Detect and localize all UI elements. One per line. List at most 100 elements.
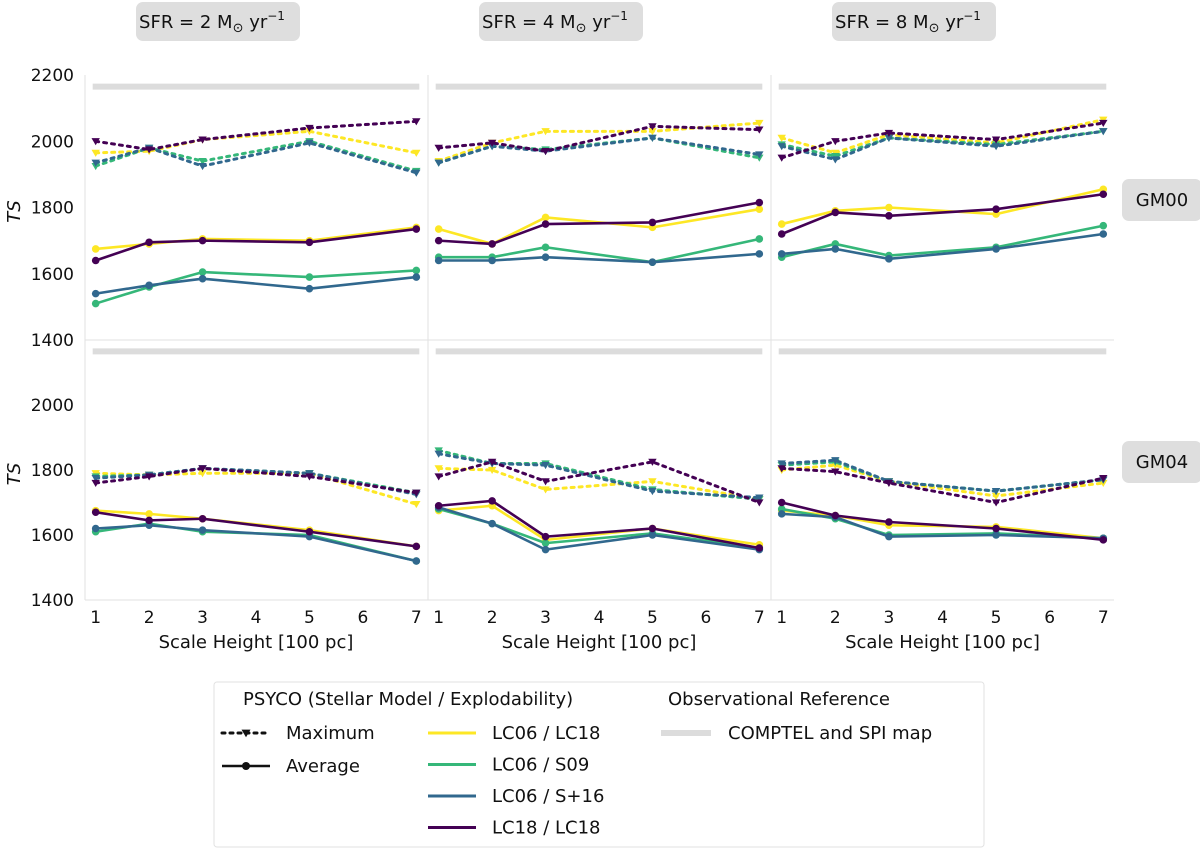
avg-point (541, 253, 550, 261)
avg-point (145, 238, 153, 247)
avg-point (541, 532, 550, 541)
max-point (648, 478, 657, 486)
max-point (487, 466, 497, 474)
row-header-badge (1122, 441, 1200, 483)
max-point (831, 138, 840, 146)
column-header-1: SFR = 2 M⊙ yr−1 (136, 2, 300, 41)
series-lc06-s-16-average (434, 503, 764, 554)
avg-line (95, 275, 417, 295)
row-header-gm04: GM04 (1122, 441, 1200, 483)
row-header-label: GM00 (1136, 190, 1188, 211)
max-point (412, 149, 421, 157)
max-point (831, 156, 840, 164)
avg-point (305, 273, 314, 281)
max-point (1099, 119, 1108, 128)
series-lc06-s-16-maximum (91, 465, 421, 499)
avg-line (95, 523, 417, 563)
series-lc18-lc18-average (777, 498, 1108, 544)
x-axis-label: Scale Height [100 pc] (502, 632, 697, 653)
max-point (487, 139, 497, 147)
legend-avg-marker (242, 762, 250, 770)
max-point (777, 460, 786, 468)
legend-item-lc18-lc18: LC18 / LC18 (428, 818, 601, 839)
max-point (991, 143, 1001, 151)
avg-point (434, 236, 443, 245)
max-point (91, 479, 100, 487)
avg-point (488, 240, 496, 248)
series-lc06-lc18-average (91, 223, 421, 253)
legend-group2-title: Observational Reference (668, 689, 890, 710)
avg-point (755, 250, 764, 258)
max-point (831, 468, 840, 476)
max-point (884, 479, 894, 487)
avg-point (91, 508, 100, 517)
panels (91, 83, 1108, 565)
avg-point (992, 245, 1000, 253)
avg-point (145, 281, 153, 290)
series-lc18-lc18-maximum (434, 458, 764, 507)
max-line (437, 460, 761, 504)
legend-label: Average (286, 756, 360, 777)
max-point (412, 169, 421, 177)
max-point (777, 154, 786, 162)
max-point (487, 458, 497, 466)
column-header-badge (832, 2, 996, 41)
max-point (1099, 474, 1108, 483)
row-header-badge (1122, 179, 1200, 221)
x-tick-label: 5 (991, 608, 1002, 628)
max-point (755, 499, 764, 507)
avg-point (488, 519, 496, 528)
axes: 1400 1600 1800 2000 2200 1400 1600 1800 2000 TS TS… (4, 66, 1114, 653)
max-point (198, 136, 207, 144)
avg-line (438, 207, 760, 246)
avg-point (648, 531, 657, 539)
max-point (412, 118, 421, 126)
avg-point (488, 256, 496, 265)
max-point (755, 151, 764, 159)
y-tick-label: 1600 (31, 265, 74, 285)
column-header-label: SFR = 2 M⊙ yr−1 (139, 9, 285, 36)
series-lc06-s-16-average (434, 250, 764, 266)
y-tick-label: 2200 (31, 66, 74, 86)
avg-point (91, 524, 100, 533)
series-lc06-s-16-maximum (777, 128, 1108, 164)
avg-line (95, 510, 417, 548)
max-point (412, 489, 421, 497)
y-tick-label: 1400 (31, 591, 74, 611)
max-point (648, 458, 657, 466)
x-tick-label: 7 (754, 608, 765, 628)
avg-point (91, 245, 100, 253)
avg-point (1099, 190, 1108, 199)
column-header-badge (479, 2, 643, 41)
max-point (831, 457, 840, 465)
max-point (755, 494, 764, 502)
max-point (777, 465, 786, 473)
avg-point (1099, 536, 1108, 544)
avg-point (755, 198, 764, 207)
max-point (648, 487, 657, 496)
max-point (434, 144, 443, 152)
series-lc18-lc18-average (777, 190, 1108, 238)
avg-point (648, 258, 657, 266)
avg-point (1099, 221, 1108, 230)
legend-item-lc06-lc18: LC06 / LC18 (428, 723, 601, 744)
avg-point (648, 524, 657, 533)
avg-line (781, 188, 1104, 226)
avg-point (541, 539, 550, 547)
panel-gm04-col1 (91, 348, 421, 565)
series-lc06-lc18-average (777, 185, 1108, 228)
legend-label: COMPTEL and SPI map (728, 723, 932, 744)
max-point (777, 143, 786, 151)
max-line (437, 136, 761, 165)
column-header-label: SFR = 8 M⊙ yr−1 (835, 9, 981, 36)
series-lc06-s-16-average (777, 230, 1108, 263)
max-point (434, 159, 443, 167)
avg-point (541, 545, 550, 554)
facet-badges: SFR = 2 M⊙ yr−1 SFR = 4 M⊙ yr−1 SFR = 8 M⊙… (136, 2, 1200, 483)
avg-point (755, 235, 764, 243)
x-tick-label: 6 (1044, 608, 1055, 628)
max-point (541, 461, 550, 470)
x-axis-label: Scale Height [100 pc] (159, 632, 354, 653)
avg-point (541, 213, 550, 222)
y-tick-label: 1800 (31, 199, 74, 219)
